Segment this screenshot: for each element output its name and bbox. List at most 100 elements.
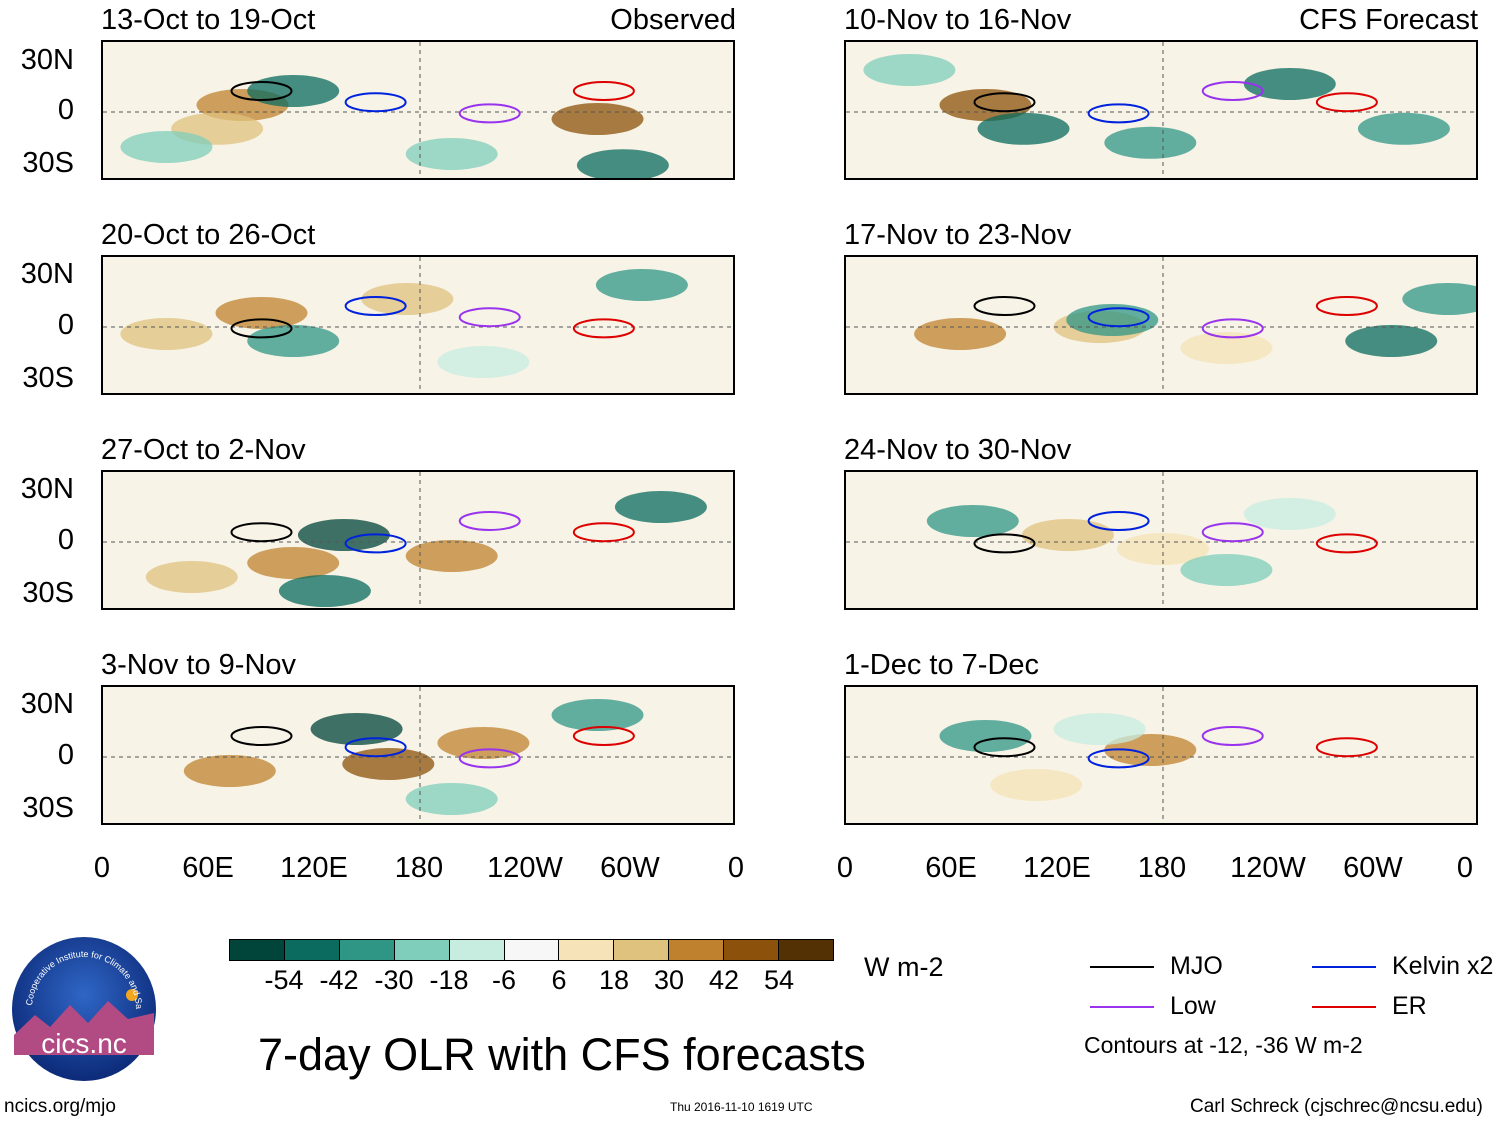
figure-title: 7-day OLR with CFS forecasts (258, 1029, 866, 1080)
contour-mjo (973, 533, 1036, 554)
colorbar-swatch-5 (449, 940, 505, 960)
colorbar-swatch-3 (339, 940, 395, 960)
colorbar-tick-6: 6 (551, 965, 567, 995)
contour-kelvin-x2 (344, 737, 407, 758)
lon-label-right-120w: 120W (1230, 852, 1306, 884)
lat-label-0-row2: 0 (57, 309, 74, 341)
olr-anomaly-blob (1104, 126, 1197, 159)
map-canvas (103, 257, 733, 393)
contour-er (1315, 296, 1378, 316)
contour-kelvin-x2 (344, 533, 407, 554)
contour-low (458, 103, 521, 124)
olr-anomaly-blob (1021, 519, 1114, 551)
lon-label-left-0: 0 (93, 852, 111, 884)
olr-anomaly-blob (437, 346, 530, 378)
map-panel-8 (844, 685, 1478, 825)
lon-label-right-120e: 120E (1023, 852, 1091, 884)
map-canvas (103, 687, 733, 823)
map-canvas (846, 687, 1476, 823)
olr-anomaly-blob (1345, 325, 1438, 357)
panel-title-4: 17-Nov to 23-Nov (844, 219, 1072, 251)
lat-label-30n-row3: 30N (20, 473, 74, 505)
map-panel-1 (101, 40, 735, 180)
panel-title-2: 10-Nov to 16-Nov (844, 4, 1072, 36)
colorbar-tick-10: 54 (763, 965, 795, 995)
olr-anomaly-blob (1104, 734, 1197, 766)
olr-anomaly-blob (551, 699, 644, 731)
colorbar-swatch-9 (669, 940, 725, 960)
olr-anomaly-blob (914, 318, 1007, 350)
map-canvas (846, 257, 1476, 393)
colorbar-swatch-4 (394, 940, 450, 960)
lat-label-30s-row1: 30S (22, 147, 74, 179)
colorbar-swatch-8 (614, 940, 670, 960)
legend-line-er (1312, 1006, 1376, 1008)
panel-title-8: 1-Dec to 7-Dec (844, 649, 1040, 681)
olr-anomaly-blob (595, 269, 688, 301)
contour-mjo (230, 318, 293, 339)
contour-mjo (230, 81, 293, 101)
colorbar-swatch-10 (724, 940, 780, 960)
lon-label-right-60e: 60E (925, 852, 977, 884)
contour-er (572, 522, 635, 543)
contour-low (458, 511, 521, 531)
contour-er (572, 81, 635, 101)
map-panel-7 (101, 685, 735, 825)
lon-label-right-60w: 60W (1343, 852, 1403, 884)
contour-mjo (973, 737, 1036, 758)
map-panel-6 (844, 470, 1478, 610)
panel-title-5: 27-Oct to 2-Nov (101, 434, 306, 466)
olr-anomaly-blob (1117, 533, 1209, 565)
colorbar (229, 939, 834, 961)
olr-anomaly-blob (310, 713, 403, 745)
colorbar-tick-1: -54 (264, 965, 304, 995)
map-panel-5 (101, 470, 735, 610)
contour-low (1201, 522, 1264, 543)
contour-er (572, 726, 635, 746)
colorbar-units: W m-2 (864, 952, 944, 982)
contour-low (458, 748, 521, 769)
contour-mjo (973, 92, 1036, 113)
lat-label-30s-row4: 30S (22, 792, 74, 824)
olr-anomaly-blob (145, 561, 238, 593)
contour-kelvin-x2 (1087, 103, 1150, 124)
contour-kelvin-x2 (1087, 307, 1150, 328)
panel-title-7: 3-Nov to 9-Nov (101, 649, 297, 681)
contour-mjo (230, 522, 293, 543)
contour-mjo (230, 726, 293, 746)
lon-label-left-120w: 120W (487, 852, 563, 884)
olr-anomaly-blob (278, 575, 371, 607)
legend-label-mjo: MJO (1170, 952, 1223, 980)
colorbar-tick-4: -18 (429, 965, 469, 995)
map-panel-2 (844, 40, 1478, 180)
olr-anomaly-blob (405, 540, 498, 572)
olr-anomaly-blob (1180, 554, 1273, 586)
olr-anomaly-blob (1402, 283, 1476, 315)
map-panel-4 (844, 255, 1478, 395)
olr-anomaly-blob (120, 131, 213, 163)
map-canvas (103, 472, 733, 608)
panel-tag-cfs-forecast: CFS Forecast (1299, 4, 1478, 36)
contour-er (572, 318, 635, 339)
legend-label-kelvin: Kelvin x2 (1392, 952, 1494, 980)
colorbar-swatch-1 (230, 940, 285, 960)
lat-label-0-row1: 0 (57, 94, 74, 126)
colorbar-tick-9: 42 (708, 965, 740, 995)
olr-anomaly-blob (1357, 112, 1450, 145)
panel-title-6: 24-Nov to 30-Nov (844, 434, 1072, 466)
colorbar-tick-2: -42 (319, 965, 359, 995)
olr-anomaly-blob (926, 505, 1019, 537)
contour-er (1315, 92, 1378, 113)
legend-line-low (1090, 1006, 1154, 1008)
olr-anomaly-blob (247, 325, 340, 357)
lat-label-30n-row2: 30N (20, 258, 74, 290)
colorbar-tick-8: 30 (653, 965, 685, 995)
lon-label-left-0-end: 0 (727, 852, 745, 884)
olr-anomaly-blob (614, 491, 707, 523)
olr-anomaly-blob (247, 75, 340, 107)
contours-note: Contours at -12, -36 W m-2 (1084, 1032, 1363, 1058)
olr-anomaly-blob (576, 149, 669, 178)
legend-line-kelvin (1312, 966, 1376, 968)
olr-anomaly-blob (1243, 498, 1336, 530)
lat-label-30s-row3: 30S (22, 577, 74, 609)
